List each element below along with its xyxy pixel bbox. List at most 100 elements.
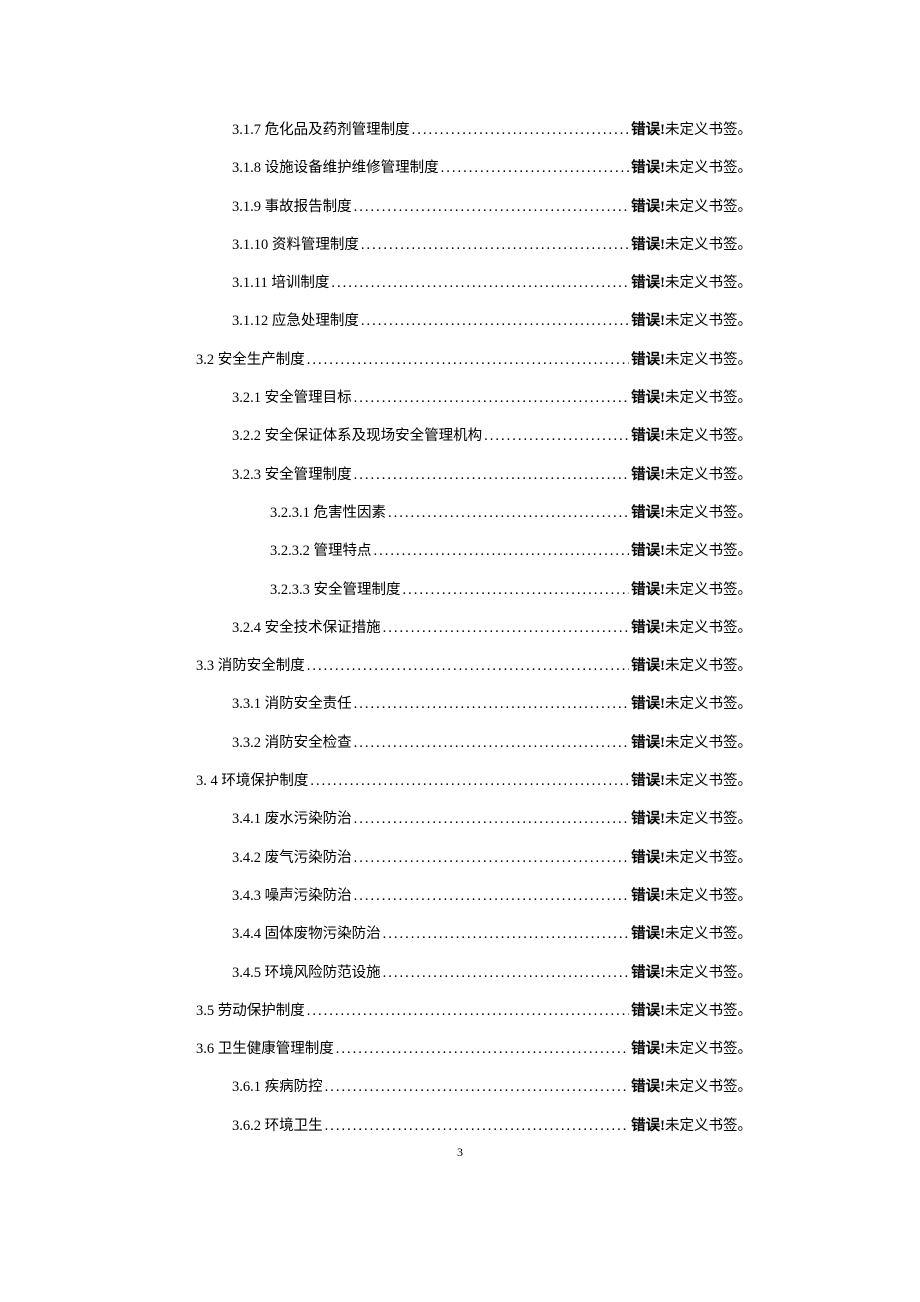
- toc-entry: 3.1.7 危化品及药剂管理制度 .......................…: [232, 120, 752, 140]
- error-bookmark-bold: 错误!: [631, 237, 665, 253]
- toc-title: 3.4.4 固体废物污染防治: [232, 924, 381, 944]
- toc-title: 3.1.7 危化品及药剂管理制度: [232, 120, 410, 140]
- toc-leader-dots: ........................................…: [441, 158, 630, 178]
- toc-title: 3.2 安全生产制度: [196, 350, 305, 370]
- error-bookmark-text: 未定义书签。: [665, 926, 752, 942]
- toc-entry: 3.4.1 废水污染防治 ...........................…: [232, 809, 752, 829]
- toc-leader-dots: ........................................…: [361, 235, 629, 255]
- toc-page-ref: 错误!未定义书签。: [631, 733, 752, 753]
- toc-page-ref: 错误!未定义书签。: [631, 426, 752, 446]
- toc-leader-dots: ........................................…: [307, 350, 629, 370]
- toc-leader-dots: ........................................…: [383, 924, 630, 944]
- toc-page-ref: 错误!未定义书签。: [631, 197, 752, 217]
- error-bookmark-text: 未定义书签。: [665, 390, 752, 406]
- error-bookmark-text: 未定义书签。: [665, 199, 752, 215]
- error-bookmark-text: 未定义书签。: [665, 888, 752, 904]
- toc-entry: 3.1.11 培训制度 ............................…: [232, 273, 752, 293]
- toc-title: 3.1.9 事故报告制度: [232, 197, 352, 217]
- toc-leader-dots: ........................................…: [354, 388, 630, 408]
- error-bookmark-text: 未定义书签。: [665, 160, 752, 176]
- toc-leader-dots: ........................................…: [383, 618, 630, 638]
- toc-page-ref: 错误!未定义书签。: [631, 503, 752, 523]
- error-bookmark-text: 未定义书签。: [665, 505, 752, 521]
- toc-leader-dots: ........................................…: [361, 311, 629, 331]
- toc-page-ref: 错误!未定义书签。: [631, 963, 752, 983]
- error-bookmark-bold: 错误!: [631, 313, 665, 329]
- toc-entry: 3.2.4 安全技术保证措施 .........................…: [232, 618, 752, 638]
- toc-page-ref: 错误!未定义书签。: [631, 656, 752, 676]
- error-bookmark-bold: 错误!: [631, 352, 665, 368]
- toc-entry: 3.6 卫生健康管理制度 ...........................…: [196, 1039, 752, 1059]
- toc-title: 3.2.4 安全技术保证措施: [232, 618, 381, 638]
- toc-leader-dots: ........................................…: [307, 656, 629, 676]
- toc-page-ref: 错误!未定义书签。: [631, 158, 752, 178]
- toc-entry: 3.1.8 设施设备维护维修管理制度 .....................…: [232, 158, 752, 178]
- error-bookmark-bold: 错误!: [631, 543, 665, 559]
- error-bookmark-bold: 错误!: [631, 582, 665, 598]
- toc-entry: 3.6.1 疾病防控 .............................…: [232, 1077, 752, 1097]
- toc-entry: 3.2.3 安全管理制度 ...........................…: [232, 465, 752, 485]
- error-bookmark-bold: 错误!: [631, 850, 665, 866]
- toc-title: 3.1.12 应急处理制度: [232, 311, 359, 331]
- toc-title: 3.6 卫生健康管理制度: [196, 1039, 334, 1059]
- toc-page-ref: 错误!未定义书签。: [631, 694, 752, 714]
- error-bookmark-bold: 错误!: [631, 1041, 665, 1057]
- toc-page-ref: 错误!未定义书签。: [631, 273, 752, 293]
- toc-title: 3.1.11 培训制度: [232, 273, 329, 293]
- error-bookmark-bold: 错误!: [631, 696, 665, 712]
- toc-title: 3.2.2 安全保证体系及现场安全管理机构: [232, 426, 482, 446]
- toc-title: 3.5 劳动保护制度: [196, 1001, 305, 1021]
- error-bookmark-text: 未定义书签。: [665, 1041, 752, 1057]
- toc-title: 3.4.1 废水污染防治: [232, 809, 352, 829]
- error-bookmark-text: 未定义书签。: [665, 237, 752, 253]
- toc-entry: 3.2.3.2 管理特点 ...........................…: [270, 541, 752, 561]
- toc-page-ref: 错误!未定义书签。: [631, 924, 752, 944]
- toc-title: 3.2.1 安全管理目标: [232, 388, 352, 408]
- error-bookmark-text: 未定义书签。: [665, 850, 752, 866]
- error-bookmark-text: 未定义书签。: [665, 965, 752, 981]
- error-bookmark-text: 未定义书签。: [665, 122, 752, 138]
- toc-page-ref: 错误!未定义书签。: [631, 1116, 752, 1136]
- toc-leader-dots: ........................................…: [336, 1039, 629, 1059]
- toc-entry: 3.3.1 消防安全责任 ...........................…: [232, 694, 752, 714]
- page-number: 3: [0, 1145, 920, 1160]
- error-bookmark-bold: 错误!: [631, 467, 665, 483]
- toc-entry: 3.4.5 环境风险防范设施 .........................…: [232, 963, 752, 983]
- toc-title: 3.4.2 废气污染防治: [232, 848, 352, 868]
- toc-page-ref: 错误!未定义书签。: [631, 465, 752, 485]
- error-bookmark-bold: 错误!: [631, 735, 665, 751]
- toc-leader-dots: ........................................…: [354, 886, 630, 906]
- toc-title: 3.2.3 安全管理制度: [232, 465, 352, 485]
- toc-entry: 3.5 劳动保护制度 .............................…: [196, 1001, 752, 1021]
- toc-page-ref: 错误!未定义书签。: [631, 235, 752, 255]
- toc-leader-dots: ........................................…: [325, 1116, 630, 1136]
- toc-leader-dots: ........................................…: [307, 1001, 629, 1021]
- error-bookmark-text: 未定义书签。: [665, 428, 752, 444]
- toc-entry: 3.3.2 消防安全检查 ...........................…: [232, 733, 752, 753]
- error-bookmark-text: 未定义书签。: [665, 582, 752, 598]
- error-bookmark-text: 未定义书签。: [665, 1079, 752, 1095]
- error-bookmark-bold: 错误!: [631, 1079, 665, 1095]
- toc-title: 3.1.10 资料管理制度: [232, 235, 359, 255]
- error-bookmark-bold: 错误!: [631, 658, 665, 674]
- toc-page-ref: 错误!未定义书签。: [631, 886, 752, 906]
- toc-page-ref: 错误!未定义书签。: [631, 1001, 752, 1021]
- toc-title: 3.6.2 环境卫生: [232, 1116, 323, 1136]
- error-bookmark-text: 未定义书签。: [665, 352, 752, 368]
- toc-title: 3.3.2 消防安全检查: [232, 733, 352, 753]
- toc-entry: 3.6.2 环境卫生 .............................…: [232, 1116, 752, 1136]
- toc-page-ref: 错误!未定义书签。: [631, 848, 752, 868]
- error-bookmark-bold: 错误!: [631, 773, 665, 789]
- error-bookmark-text: 未定义书签。: [665, 1003, 752, 1019]
- error-bookmark-text: 未定义书签。: [665, 658, 752, 674]
- error-bookmark-bold: 错误!: [631, 505, 665, 521]
- toc-title: 3.6.1 疾病防控: [232, 1077, 323, 1097]
- error-bookmark-text: 未定义书签。: [665, 543, 752, 559]
- toc-entry: 3.1.9 事故报告制度 ...........................…: [232, 197, 752, 217]
- toc-page-ref: 错误!未定义书签。: [631, 771, 752, 791]
- toc-title: 3.2.3.3 安全管理制度: [270, 580, 401, 600]
- toc-title: 3.2.3.1 危害性因素: [270, 503, 386, 523]
- toc-title: 3.3.1 消防安全责任: [232, 694, 352, 714]
- toc-title: 3.1.8 设施设备维护维修管理制度: [232, 158, 439, 178]
- error-bookmark-bold: 错误!: [631, 888, 665, 904]
